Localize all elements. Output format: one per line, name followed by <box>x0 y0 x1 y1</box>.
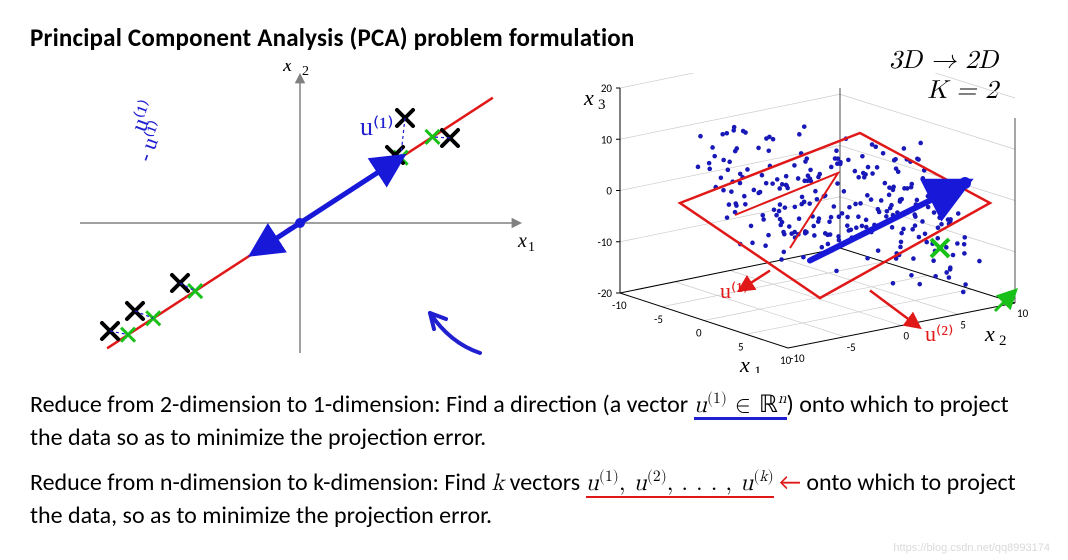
svg-text:1: 1 <box>528 240 535 255</box>
svg-text:10: 10 <box>1017 307 1029 320</box>
svg-text:-20: -20 <box>597 287 612 300</box>
paragraph-2d-to-1d: Reduce from 2-dimension to 1-dimension: … <box>30 389 1038 453</box>
svg-text:20: 20 <box>601 82 613 95</box>
svg-text:0: 0 <box>606 185 612 198</box>
pca-3d-figure: 20100-10-20-10-50510-10-50510x3x1x2u⁽¹⁾u… <box>560 73 1030 373</box>
svg-text:u⁽²⁾: u⁽²⁾ <box>925 321 953 346</box>
svg-text:5: 5 <box>960 318 966 331</box>
svg-text:-10: -10 <box>612 299 627 312</box>
svg-text:3: 3 <box>598 97 606 113</box>
svg-text:1: 1 <box>754 364 762 373</box>
svg-text:x: x <box>984 321 995 346</box>
svg-text:0: 0 <box>904 330 910 343</box>
svg-text:-10: -10 <box>790 352 805 365</box>
svg-text:-5: -5 <box>654 313 663 326</box>
svg-text:10: 10 <box>601 133 613 146</box>
slide: Principal Component Analysis (PCA) probl… <box>0 0 1068 560</box>
svg-text:u⁽¹⁾: u⁽¹⁾ <box>720 278 748 303</box>
svg-text:u⁽¹⁾: u⁽¹⁾ <box>360 112 394 141</box>
svg-text:2: 2 <box>302 64 309 79</box>
svg-text:2: 2 <box>999 333 1007 349</box>
svg-text:x: x <box>517 230 527 252</box>
figures-row: 3D → 2D K = 2 x1x2u⁽¹⁾u⁽¹⁾- u⁽¹⁾ <box>30 53 1038 383</box>
svg-text:0: 0 <box>696 327 702 340</box>
slide-title: Principal Component Analysis (PCA) probl… <box>30 22 1038 53</box>
svg-text:-10: -10 <box>597 236 612 249</box>
svg-text:-5: -5 <box>847 341 856 354</box>
svg-text:x: x <box>282 63 292 76</box>
pca-2d-figure: x1x2u⁽¹⁾u⁽¹⁾- u⁽¹⁾ <box>60 63 540 363</box>
svg-text:x: x <box>583 85 594 110</box>
watermark: https://blog.csdn.net/qq8993174 <box>893 542 1050 554</box>
body-text: Reduce from 2-dimension to 1-dimension: … <box>30 389 1038 532</box>
svg-text:x: x <box>739 352 750 373</box>
paragraph-nd-to-kd: Reduce from n-dimension to k-dimension: … <box>30 467 1038 531</box>
